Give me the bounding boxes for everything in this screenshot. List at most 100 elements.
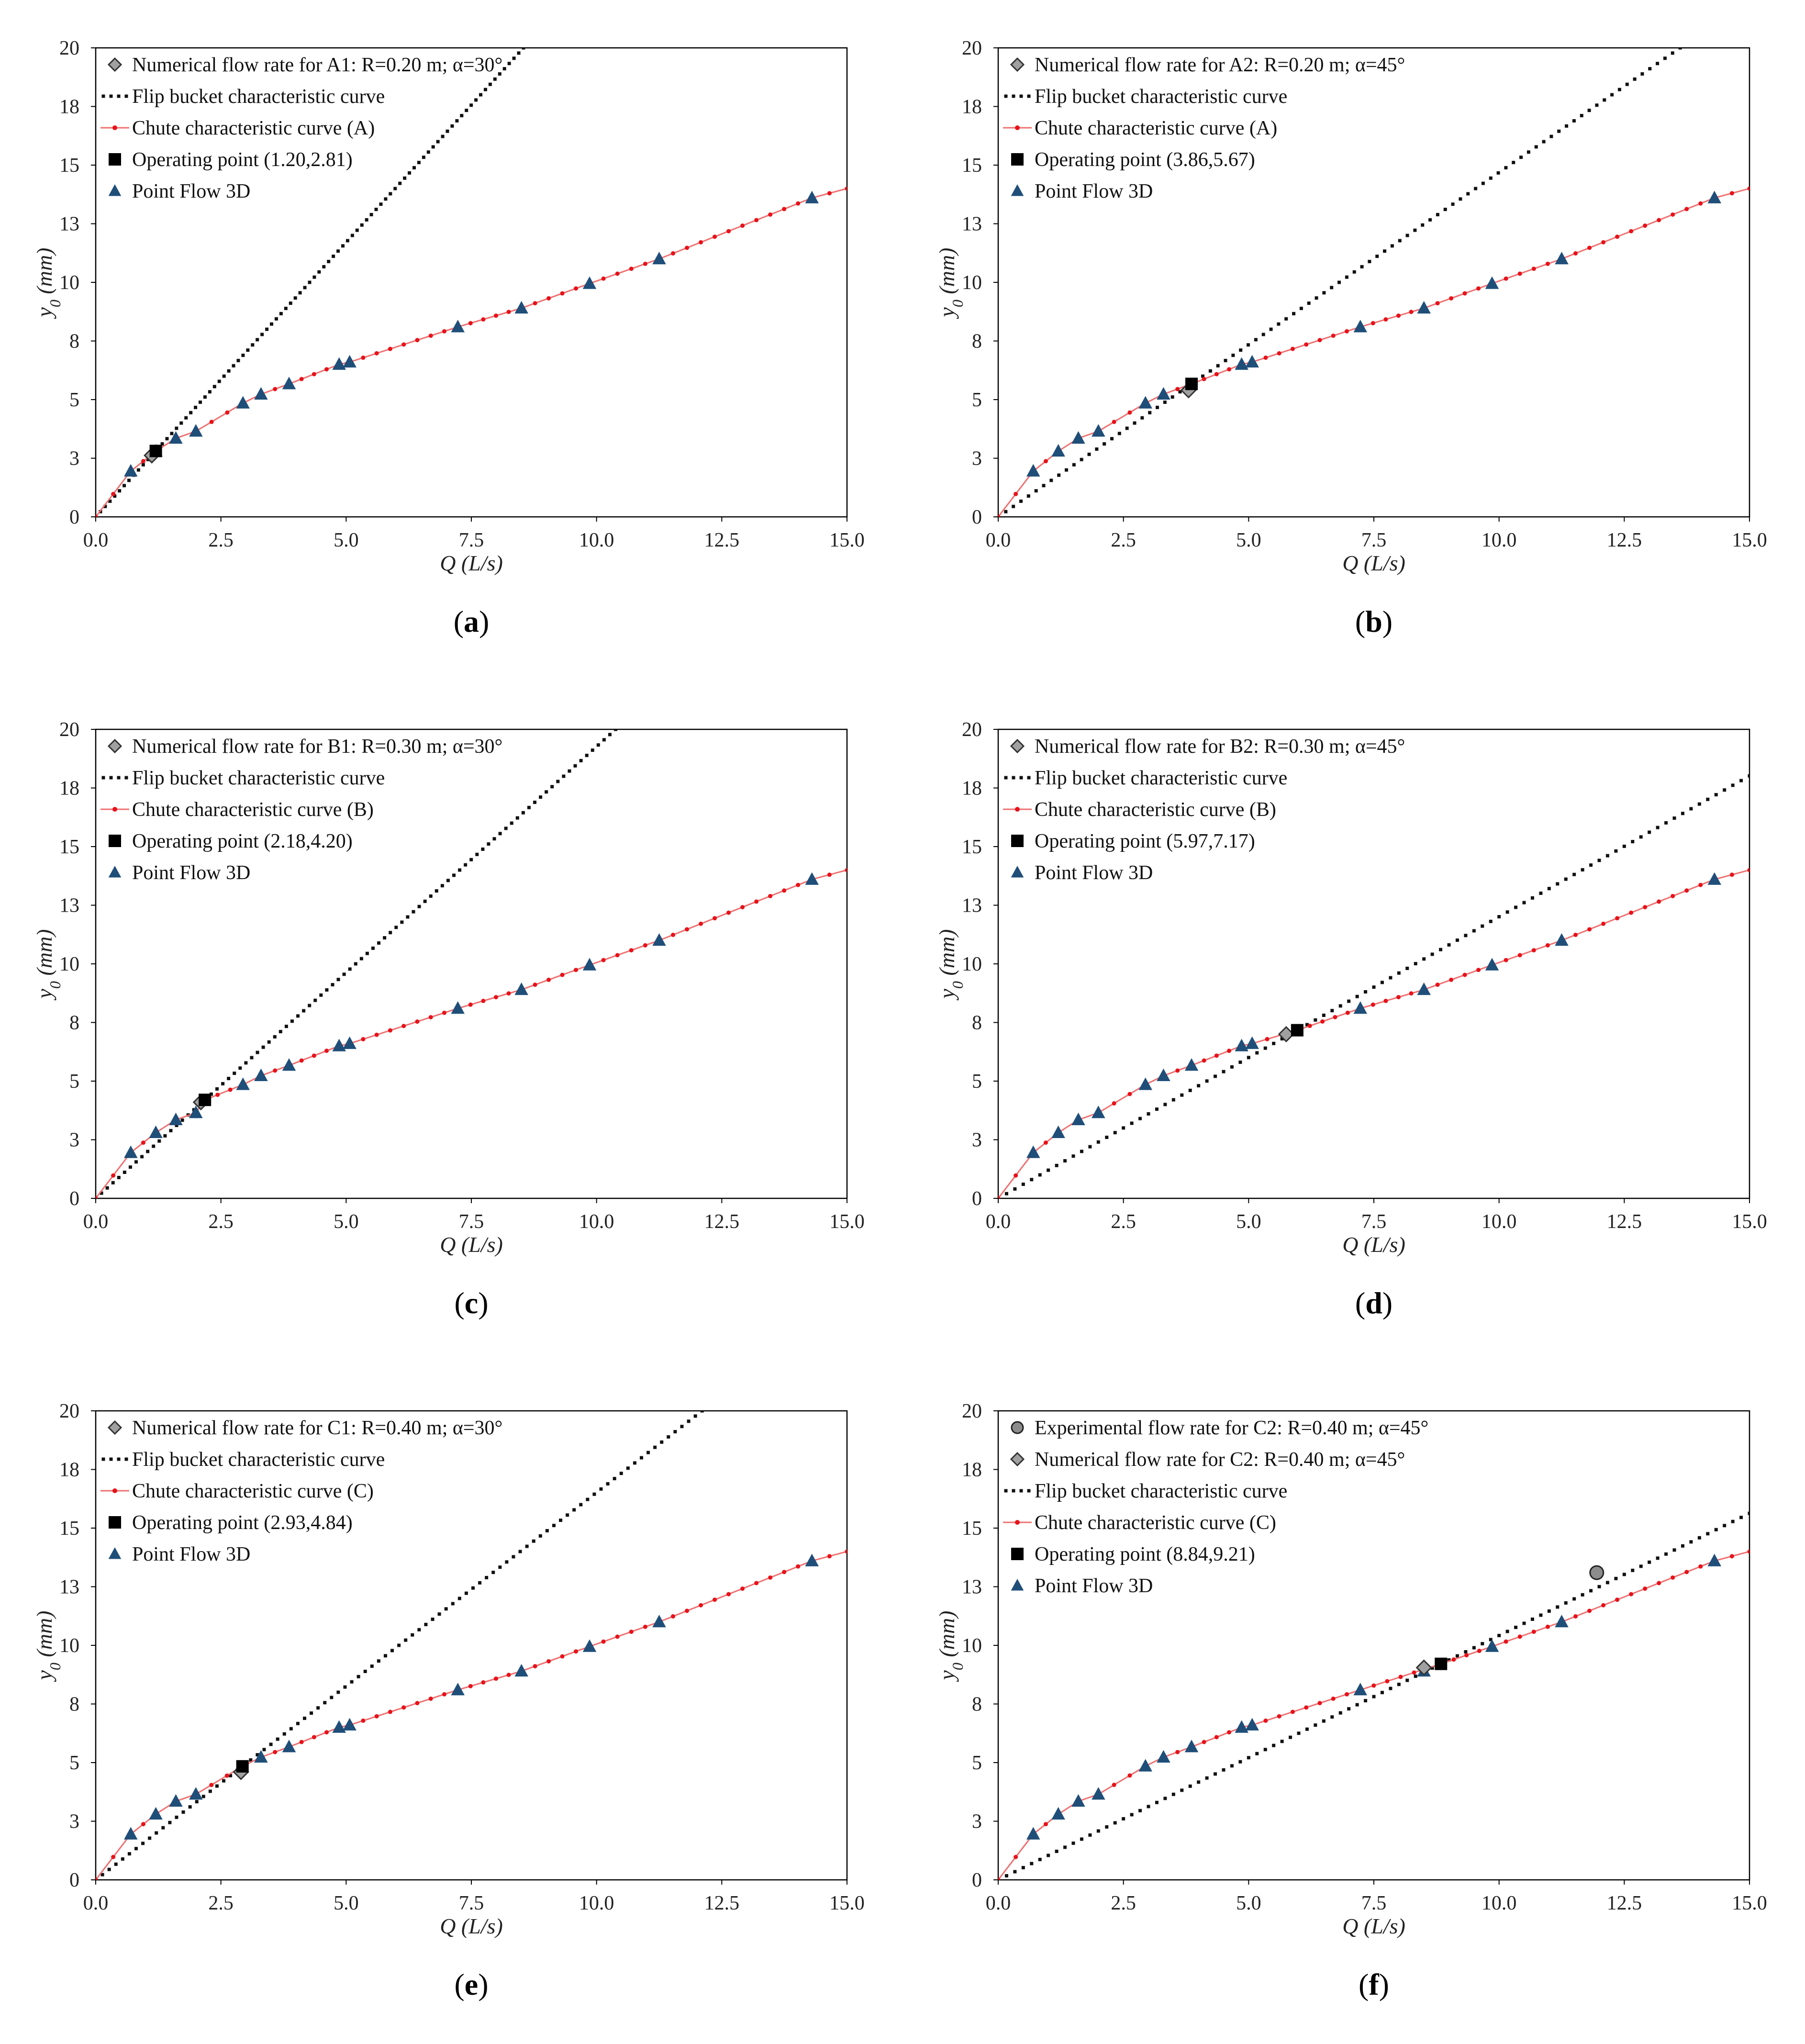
- flip-bucket-point: [256, 338, 259, 342]
- chute-point: [685, 927, 690, 932]
- flip-bucket-point: [431, 145, 435, 149]
- chute-point: [1462, 291, 1467, 296]
- flow3d-point: [1026, 1145, 1040, 1158]
- flow3d-point: [1353, 1001, 1367, 1014]
- flow3d-point: [343, 1718, 357, 1731]
- y-axis-title: y0 (mm): [935, 1611, 966, 1682]
- chute-point: [1227, 1049, 1232, 1053]
- legend-marker-chute-dot: [112, 1488, 117, 1493]
- flip-bucket-point: [411, 1633, 414, 1637]
- legend-marker-flow3d: [1011, 1579, 1024, 1591]
- flip-bucket-point: [653, 1445, 657, 1449]
- chute-point: [1657, 218, 1661, 223]
- legend-marker-flip: [1027, 776, 1031, 780]
- flip-bucket-point: [330, 1696, 334, 1699]
- flip-bucket-point: [1663, 56, 1667, 60]
- flip-bucket-point: [417, 161, 421, 165]
- y-tick-label: 15: [59, 836, 79, 858]
- y-tick-label: 18: [59, 96, 79, 118]
- caption-open: (: [454, 1967, 464, 2001]
- flip-bucket-point: [1706, 797, 1710, 801]
- flow3d-point: [582, 958, 597, 971]
- flip-bucket-point: [1261, 333, 1265, 336]
- flip-bucket-point: [1012, 504, 1015, 508]
- flip-bucket-point: [1057, 473, 1061, 477]
- flip-bucket-point: [379, 202, 383, 206]
- chute-point: [493, 1676, 498, 1681]
- chute-point: [506, 991, 511, 996]
- flip-bucket-point: [1648, 1560, 1651, 1564]
- chute-point: [1112, 1101, 1116, 1106]
- flip-bucket-point: [1413, 228, 1417, 232]
- flip-bucket-point: [1047, 1854, 1050, 1857]
- flip-bucket-point: [545, 790, 548, 794]
- flip-bucket-point: [350, 1680, 354, 1684]
- flow3d-point: [1555, 1615, 1569, 1628]
- flip-bucket-point: [194, 405, 198, 409]
- chute-point: [685, 246, 690, 250]
- flip-bucket-point: [1597, 1585, 1601, 1588]
- chute-point: [442, 329, 446, 334]
- flip-bucket-point: [532, 1539, 535, 1543]
- flip-bucket-point: [1055, 1849, 1058, 1853]
- y-tick-label: 20: [59, 719, 79, 741]
- flip-bucket-point: [1664, 1552, 1668, 1556]
- flow3d-point: [1157, 1750, 1170, 1763]
- flip-bucket-point: [269, 1742, 273, 1746]
- flip-bucket-point: [1678, 48, 1682, 50]
- legend: Experimental flow rate for C2: R=0.40 m;…: [1003, 1417, 1428, 1597]
- caption-close: ): [478, 1967, 488, 2001]
- flip-bucket-point: [1338, 1004, 1342, 1008]
- flip-bucket-point: [244, 1061, 248, 1065]
- flip-bucket-point: [341, 244, 345, 248]
- chute-point: [1345, 1010, 1350, 1015]
- panel-a: 0.0 2.5 5.0 7.5 10.0 12.5 15.0 0 3 5 8 10 13 15 18 20 Q …: [0, 0, 902, 681]
- flip-bucket-point: [1530, 1617, 1534, 1621]
- x-tick-label: 2.5: [208, 1892, 234, 1914]
- x-tick-label: 10.0: [579, 1892, 614, 1914]
- x-tick-label: 12.5: [1607, 1892, 1642, 1914]
- flip-bucket-point: [1299, 306, 1303, 310]
- flip-bucket-point: [510, 821, 513, 825]
- flow3d-series: [124, 872, 819, 1158]
- flip-bucket-point: [1542, 140, 1546, 144]
- x-tick-label: 5.0: [1236, 1892, 1261, 1914]
- y-axis-title-unit: (mm): [32, 248, 56, 300]
- chute-point: [740, 1586, 745, 1591]
- flow3d-point: [805, 190, 819, 203]
- flow3d-point: [805, 872, 819, 885]
- flip-bucket-point: [1315, 296, 1318, 300]
- flip-bucket-series: [96, 1411, 704, 1880]
- flip-bucket-point: [1610, 93, 1614, 97]
- y-axis-title-sub: 0: [46, 300, 64, 307]
- flip-bucket-point: [1436, 212, 1439, 216]
- operating-point: [199, 1094, 212, 1106]
- chute-point: [782, 888, 787, 893]
- chute-point: [533, 301, 537, 306]
- legend-label: Numerical flow rate for C2: R=0.40 m; α=…: [1035, 1449, 1405, 1471]
- chute-point: [1615, 1597, 1620, 1602]
- flip-bucket-point: [383, 936, 387, 940]
- flip-bucket-point: [465, 109, 468, 112]
- flip-bucket-point: [417, 1628, 421, 1631]
- chute-point: [782, 1570, 787, 1575]
- flip-bucket-point: [1004, 510, 1008, 514]
- y-tick-label: 13: [962, 1576, 982, 1598]
- flow3d-point: [451, 1001, 465, 1014]
- y-axis-title-main: y: [32, 307, 56, 319]
- flow3d-series: [1026, 190, 1721, 477]
- chute-point: [713, 235, 717, 239]
- flip-bucket-point: [1589, 863, 1593, 867]
- flip-bucket-point: [1631, 1568, 1635, 1572]
- flip-bucket-point: [1581, 868, 1584, 871]
- flip-bucket-point: [1397, 1683, 1401, 1687]
- flip-bucket-point: [626, 1466, 630, 1470]
- flip-bucket-point: [342, 972, 346, 976]
- flip-bucket-point: [483, 88, 487, 91]
- flip-bucket-point: [602, 738, 606, 742]
- flip-bucket-point: [1731, 783, 1735, 787]
- flip-bucket-point: [485, 1575, 489, 1579]
- chute-point: [998, 1877, 1001, 1880]
- flow3d-point: [1184, 1740, 1199, 1753]
- flip-bucket-point: [1455, 1654, 1459, 1658]
